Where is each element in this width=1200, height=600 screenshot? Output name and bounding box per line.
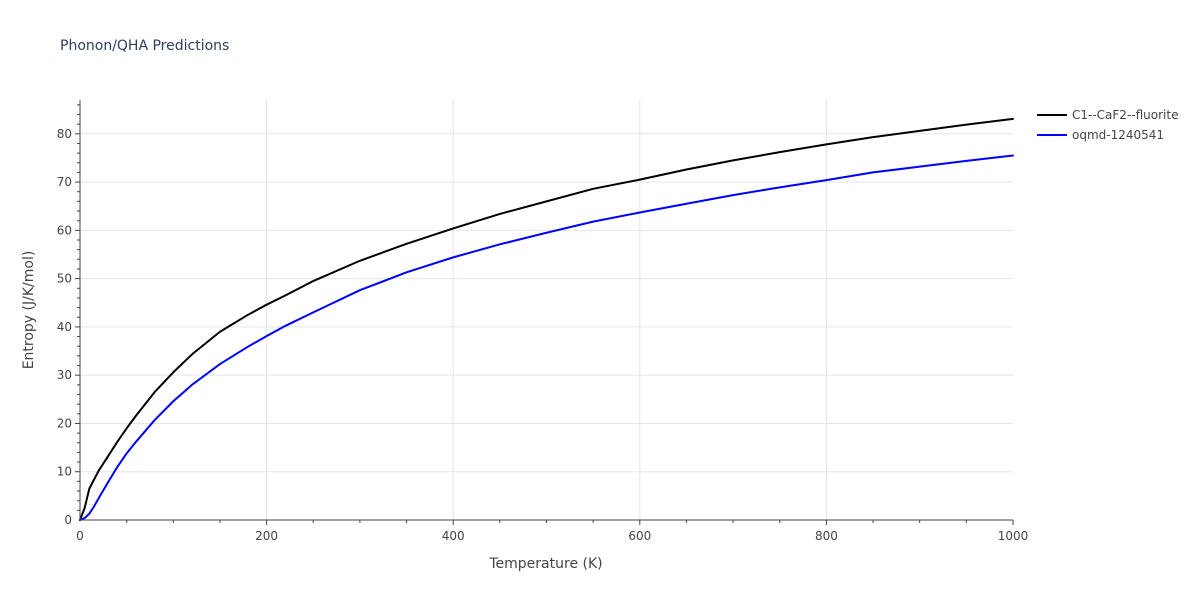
gridlines bbox=[80, 100, 1013, 520]
y-tick-label: 50 bbox=[57, 272, 72, 286]
x-tick-label: 600 bbox=[628, 529, 651, 543]
y-axis-label: Entropy (J/K/mol) bbox=[21, 251, 37, 370]
plot-area bbox=[79, 117, 1014, 521]
x-tick-label: 400 bbox=[442, 529, 465, 543]
y-tick-label: 40 bbox=[57, 320, 72, 334]
y-tick-label: 60 bbox=[57, 223, 72, 237]
y-tick-label: 30 bbox=[57, 368, 72, 382]
y-tick-label: 80 bbox=[57, 127, 72, 141]
x-tick-label: 1000 bbox=[998, 529, 1029, 543]
legend[interactable]: C1--CaF2--fluorite oqmd-1240541 bbox=[1037, 108, 1178, 142]
series-line-1 bbox=[79, 117, 1014, 521]
chart-title: Phonon/QHA Predictions bbox=[60, 38, 229, 54]
x-tick-label: 800 bbox=[815, 529, 838, 543]
legend-item[interactable]: oqmd-1240541 bbox=[1037, 128, 1164, 142]
y-tick-label: 10 bbox=[57, 465, 72, 479]
y-tick-label: 20 bbox=[57, 416, 72, 430]
legend-item[interactable]: C1--CaF2--fluorite bbox=[1037, 108, 1178, 122]
x-tick-label: 200 bbox=[255, 529, 278, 543]
x-axis-label: Temperature (K) bbox=[488, 556, 602, 572]
y-tick-label: 70 bbox=[57, 175, 72, 189]
legend-label: oqmd-1240541 bbox=[1072, 128, 1164, 142]
y-tick-label: 0 bbox=[64, 513, 72, 527]
series-line-2 bbox=[79, 154, 1014, 521]
x-tick-label: 0 bbox=[76, 529, 84, 543]
legend-label: C1--CaF2--fluorite bbox=[1072, 108, 1178, 122]
